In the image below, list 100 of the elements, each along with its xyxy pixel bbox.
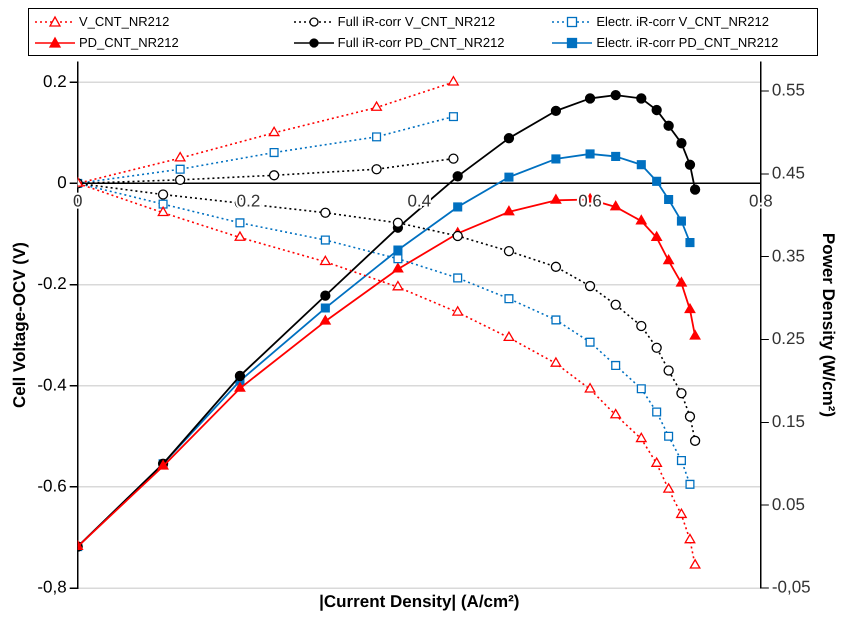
- point: [175, 174, 186, 185]
- point: [636, 384, 646, 394]
- point: [550, 357, 562, 367]
- point: [610, 200, 622, 210]
- x-axis-title: |Current Density| (A/cm²): [319, 592, 520, 612]
- point: [234, 370, 246, 382]
- point: [586, 338, 595, 347]
- y2-tick-label: 0.45: [772, 164, 805, 183]
- point: [371, 101, 382, 111]
- point: [372, 132, 382, 142]
- point: [504, 172, 514, 182]
- point: [392, 280, 404, 290]
- point: [664, 194, 674, 204]
- point: [551, 154, 560, 164]
- point: [392, 218, 404, 228]
- point: [651, 231, 662, 242]
- y2-axis-title: Power Density (W/cm²): [819, 232, 838, 418]
- point: [684, 304, 696, 314]
- point: [504, 294, 514, 304]
- point: [504, 133, 514, 144]
- point: [584, 93, 596, 104]
- point: [448, 76, 459, 86]
- point: [663, 365, 674, 376]
- point: [320, 256, 331, 266]
- point: [234, 382, 246, 392]
- point: [551, 315, 560, 324]
- point: [234, 231, 246, 241]
- y2-tick-label: 0.15: [772, 412, 805, 432]
- point: [636, 160, 646, 170]
- point: [610, 300, 621, 310]
- point: [652, 407, 662, 417]
- point: [611, 152, 620, 161]
- point: [584, 383, 596, 393]
- y2-tick-label: 0.25: [772, 329, 805, 348]
- y-tick-label: -0.4: [37, 375, 67, 394]
- point: [448, 112, 458, 122]
- legend-label: V_CNT_NR212: [79, 14, 170, 29]
- point: [684, 411, 696, 422]
- point: [685, 480, 695, 489]
- point: [676, 456, 686, 466]
- point: [690, 559, 701, 569]
- point: [636, 214, 647, 224]
- point: [504, 206, 514, 216]
- point: [550, 262, 562, 272]
- y-axis-title: Cell Voltage-OCV (V): [10, 242, 29, 408]
- y2-tick-label: 0.35: [772, 246, 805, 266]
- point: [320, 235, 330, 245]
- legend-label: Full iR-corr V_CNT_NR212: [338, 14, 496, 29]
- point: [652, 342, 662, 353]
- legend-label: Electr. iR-corr V_CNT_NR212: [596, 14, 769, 29]
- point: [393, 245, 402, 255]
- point: [452, 171, 463, 182]
- point: [663, 254, 674, 264]
- point: [690, 330, 701, 340]
- point: [676, 216, 686, 226]
- point: [453, 273, 462, 283]
- point: [158, 206, 168, 216]
- y2-tick-label: 0.55: [772, 80, 805, 100]
- legend-label: Electr. iR-corr PD_CNT_NR212: [596, 35, 778, 50]
- point: [584, 280, 596, 292]
- legend-label: PD_CNT_NR212: [79, 35, 179, 50]
- x-tick-label: 0.4: [407, 192, 432, 211]
- point: [320, 208, 330, 218]
- point: [664, 432, 674, 441]
- point: [636, 93, 646, 104]
- y-tick-label: -0.6: [37, 476, 67, 496]
- point: [676, 277, 687, 287]
- point: [685, 238, 695, 248]
- point: [676, 388, 687, 398]
- point: [448, 153, 459, 164]
- point: [452, 230, 463, 242]
- y2-tick-label: 0.05: [772, 494, 805, 514]
- point: [158, 189, 168, 200]
- y-tick-label: -0.2: [37, 274, 67, 294]
- point: [176, 164, 185, 174]
- y-tick-label: 0: [57, 173, 67, 192]
- legend-label: Full iR-corr PD_CNT_NR212: [338, 35, 505, 50]
- point: [268, 170, 280, 180]
- point: [453, 202, 462, 212]
- point: [504, 331, 514, 342]
- point: [690, 436, 700, 446]
- y2-tick-label: -0,05: [772, 578, 811, 597]
- point: [392, 262, 404, 272]
- point: [174, 152, 186, 162]
- point: [371, 164, 382, 174]
- point: [610, 408, 622, 418]
- point: [270, 148, 279, 158]
- point: [550, 106, 562, 116]
- point: [235, 218, 244, 228]
- point: [268, 126, 280, 136]
- point: [684, 534, 696, 544]
- point: [452, 306, 464, 316]
- point: [676, 138, 687, 148]
- point: [676, 508, 687, 518]
- y-tick-label: 0.2: [43, 72, 67, 91]
- point: [652, 176, 662, 186]
- point: [393, 254, 402, 264]
- point: [636, 320, 646, 332]
- point: [663, 483, 674, 493]
- point: [504, 246, 514, 256]
